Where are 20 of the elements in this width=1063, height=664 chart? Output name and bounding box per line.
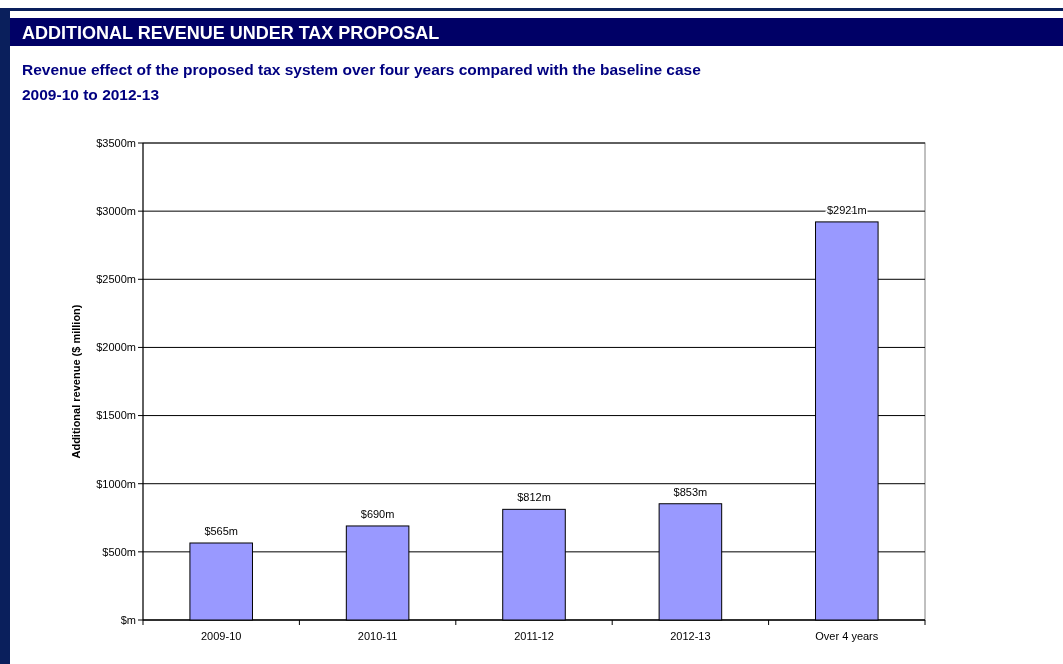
y-tick-label: $500m — [102, 545, 136, 558]
data-label: $565m — [204, 525, 239, 537]
data-label: $690m — [360, 507, 395, 520]
y-tick-label: $2500m — [96, 273, 136, 286]
x-tick-label: Over 4 years — [815, 630, 879, 642]
y-axis-title: Additional revenue ($ million) — [70, 304, 82, 459]
y-tick-label: $2000m — [96, 341, 136, 354]
y-tick-label: $1000m — [96, 477, 136, 490]
x-tick-label: 2011-12 — [514, 630, 554, 642]
y-tick-label: $3500m — [96, 136, 136, 149]
data-label: $812m — [517, 491, 551, 504]
chart-title: ADDITIONAL REVENUE UNDER TAX PROPOSAL — [22, 23, 440, 43]
y-tick-label: $m — [120, 613, 136, 626]
y-tick-label: $3000m — [96, 204, 136, 217]
x-tick-label: 2009-10 — [201, 630, 242, 642]
chart-subtitle: Revenue effect of the proposed tax system over four years compared with the baseline case 2009-10 to 2012-13 — [22, 61, 702, 103]
x-tick-label: 2010-11 — [357, 630, 398, 642]
data-label: $853m — [673, 485, 708, 498]
y-tick-label: $1500m — [96, 409, 136, 422]
x-tick-label: 2012-13 — [670, 630, 711, 642]
